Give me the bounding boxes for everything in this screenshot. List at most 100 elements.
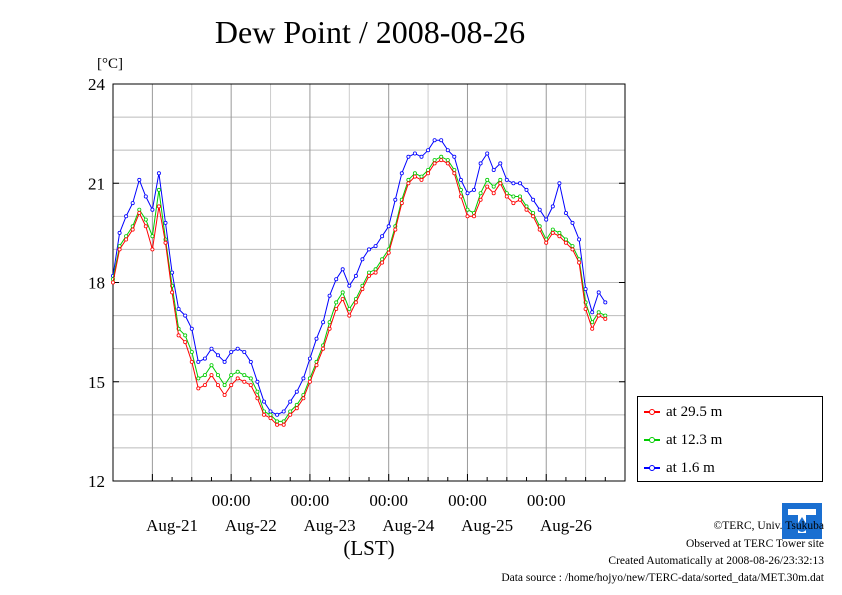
data-point bbox=[294, 406, 299, 411]
data-point bbox=[275, 422, 280, 427]
terc-logo-icon bbox=[782, 503, 822, 539]
y-tick-label: 24 bbox=[88, 75, 106, 94]
data-point bbox=[531, 214, 536, 219]
data-point bbox=[117, 247, 122, 252]
data-point bbox=[288, 409, 293, 414]
data-point bbox=[321, 320, 326, 325]
data-point bbox=[426, 148, 431, 153]
data-point bbox=[399, 201, 404, 206]
data-point bbox=[583, 287, 588, 292]
x-date-label: Aug-22 bbox=[225, 516, 277, 535]
data-point bbox=[452, 154, 457, 159]
data-point bbox=[445, 148, 450, 153]
data-point bbox=[150, 207, 155, 212]
data-point bbox=[143, 224, 148, 229]
data-point bbox=[577, 237, 582, 242]
data-point bbox=[347, 306, 352, 311]
data-point bbox=[557, 230, 562, 235]
data-point bbox=[412, 171, 417, 176]
data-point bbox=[485, 177, 490, 182]
data-point bbox=[563, 237, 568, 242]
data-point bbox=[550, 227, 555, 232]
data-source-text: Data source : /home/hojyo/new/TERC-data/… bbox=[501, 572, 824, 584]
x-tick-label: 00:00 bbox=[527, 491, 566, 510]
data-point bbox=[222, 383, 227, 388]
data-point bbox=[137, 210, 142, 215]
data-point bbox=[196, 376, 201, 381]
data-point bbox=[248, 376, 253, 381]
data-point bbox=[360, 287, 365, 292]
data-point bbox=[399, 171, 404, 176]
data-point bbox=[301, 396, 306, 401]
data-point bbox=[353, 300, 358, 305]
data-point bbox=[235, 369, 240, 374]
data-point bbox=[498, 177, 503, 182]
x-tick-label: 00:00 bbox=[291, 491, 330, 510]
data-point bbox=[471, 214, 476, 219]
data-point bbox=[360, 257, 365, 262]
x-date-label: Aug-26 bbox=[540, 516, 592, 535]
data-point bbox=[432, 158, 437, 163]
data-point bbox=[143, 194, 148, 199]
data-point bbox=[150, 247, 155, 252]
data-point bbox=[386, 224, 391, 229]
data-point bbox=[340, 296, 345, 301]
data-point bbox=[590, 310, 595, 315]
x-tick-label: 00:00 bbox=[212, 491, 251, 510]
data-point bbox=[307, 356, 312, 361]
data-point bbox=[334, 300, 339, 305]
data-point bbox=[531, 197, 536, 202]
data-point bbox=[373, 270, 378, 275]
data-point bbox=[347, 313, 352, 318]
data-point bbox=[242, 379, 247, 384]
data-point bbox=[419, 154, 424, 159]
x-date-label: Aug-25 bbox=[461, 516, 513, 535]
data-point bbox=[124, 214, 129, 219]
data-point bbox=[537, 207, 542, 212]
data-point bbox=[170, 290, 175, 295]
data-point bbox=[432, 138, 437, 143]
data-point bbox=[327, 293, 332, 298]
data-point bbox=[327, 326, 332, 331]
y-tick-label: 12 bbox=[88, 472, 105, 491]
data-point bbox=[412, 174, 417, 179]
data-point bbox=[531, 210, 536, 215]
x-tick-label: 00:00 bbox=[448, 491, 487, 510]
data-point bbox=[570, 220, 575, 225]
data-point bbox=[590, 320, 595, 325]
data-point bbox=[563, 240, 568, 245]
data-point bbox=[248, 383, 253, 388]
data-point bbox=[117, 230, 122, 235]
data-point bbox=[301, 376, 306, 381]
data-point bbox=[215, 383, 220, 388]
data-point bbox=[130, 227, 135, 232]
data-point bbox=[590, 326, 595, 331]
data-point bbox=[511, 194, 516, 199]
data-point bbox=[603, 300, 608, 305]
data-point bbox=[314, 336, 319, 341]
data-point bbox=[583, 306, 588, 311]
data-point bbox=[393, 227, 398, 232]
x-date-label: Aug-24 bbox=[382, 516, 434, 535]
data-point bbox=[229, 373, 234, 378]
data-point bbox=[550, 230, 555, 235]
series-line-at-1-6-m bbox=[112, 139, 606, 416]
data-point bbox=[445, 158, 450, 163]
data-point bbox=[163, 240, 168, 245]
data-point bbox=[176, 333, 181, 338]
chart-legend: at 29.5 m at 12.3 m at 1.6 m bbox=[637, 396, 823, 482]
data-point bbox=[281, 409, 286, 414]
y-tick-label: 18 bbox=[88, 274, 105, 293]
legend-label-1-6m: at 1.6 m bbox=[666, 459, 715, 476]
data-point bbox=[544, 240, 549, 245]
data-point bbox=[222, 359, 227, 364]
x-date-label: Aug-23 bbox=[304, 516, 356, 535]
data-point bbox=[242, 373, 247, 378]
data-point bbox=[281, 422, 286, 427]
data-point bbox=[183, 333, 188, 338]
data-point bbox=[189, 349, 194, 354]
data-point bbox=[524, 207, 529, 212]
data-point bbox=[596, 290, 601, 295]
data-point bbox=[386, 250, 391, 255]
